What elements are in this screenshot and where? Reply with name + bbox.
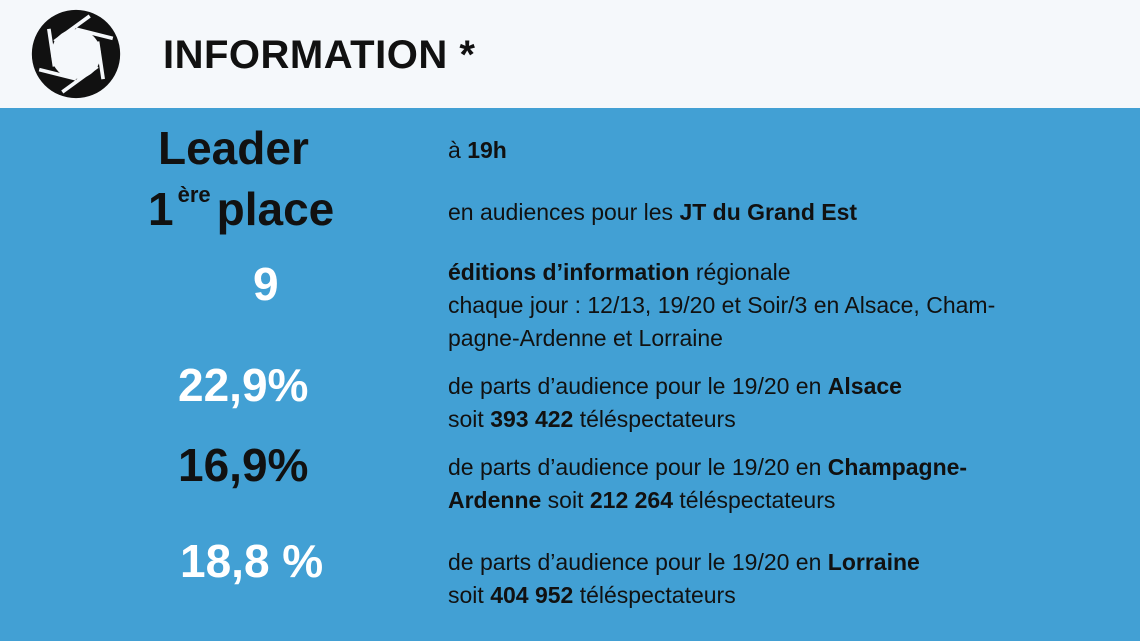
desc-text: téléspectateurs [673, 487, 836, 513]
desc-bold: 393 422 [490, 406, 574, 432]
desc-text: à [448, 137, 468, 163]
desc-text: de parts d’audience pour le 19/20 en [448, 373, 828, 399]
desc-bold: Alsace [827, 373, 902, 399]
desc-text: soit [541, 487, 590, 513]
desc-bold: Lorraine [827, 549, 920, 575]
header: INFORMATION * [0, 0, 1140, 108]
desc-alsace: de parts d’audience pour le 19/20 en Als… [448, 370, 902, 436]
desc-first-place: en audiences pour les JT du Grand Est [448, 196, 857, 229]
stat-editions: 9 [253, 258, 279, 310]
stat-superscript: ère [177, 182, 211, 207]
desc-editions: éditions d’information régionale chaque … [448, 256, 995, 355]
desc-text: de parts d’audience pour le 19/20 en [448, 454, 828, 480]
desc-bold: JT du Grand Est [679, 199, 858, 225]
page-title: INFORMATION * [163, 33, 476, 77]
stat-alsace: 22,9% [178, 359, 309, 411]
camera-aperture-icon [31, 9, 121, 99]
desc-bold: 212 264 [589, 487, 674, 513]
desc-text: en audiences pour les [448, 199, 680, 225]
desc-text: téléspectateurs [573, 406, 736, 432]
stat-leader: Leader [158, 122, 309, 174]
stat-lorraine: 18,8 % [180, 535, 324, 587]
desc-bold: Ardenne [448, 487, 542, 513]
stat-number: 1 [148, 183, 174, 235]
stat-first-place: 1 ère place [148, 183, 335, 235]
desc-text: de parts d’audience pour le 19/20 en [448, 549, 828, 575]
main-content: Leader à 19h 1 ère place en audiences pour… [0, 108, 1140, 641]
desc-bold: 404 952 [490, 582, 574, 608]
desc-text: téléspectateurs [573, 582, 736, 608]
desc-text: soit [448, 406, 491, 432]
desc-champagne-ardenne: de parts d’audience pour le 19/20 en Cha… [448, 451, 967, 517]
desc-text: régionale [689, 259, 791, 285]
desc-leader: à 19h [448, 134, 507, 167]
stat-word: place [216, 183, 335, 235]
desc-bold: éditions d’information [448, 259, 690, 285]
desc-lorraine: de parts d’audience pour le 19/20 en Lor… [448, 546, 920, 612]
desc-line: pagne-Ardenne et Lorraine [448, 325, 723, 351]
desc-bold: Champagne- [827, 454, 968, 480]
desc-line: chaque jour : 12/13, 19/20 et Soir/3 en … [448, 292, 996, 318]
desc-bold: 19h [467, 137, 507, 163]
desc-text: soit [448, 582, 491, 608]
stat-champagne-ardenne: 16,9% [178, 439, 309, 491]
